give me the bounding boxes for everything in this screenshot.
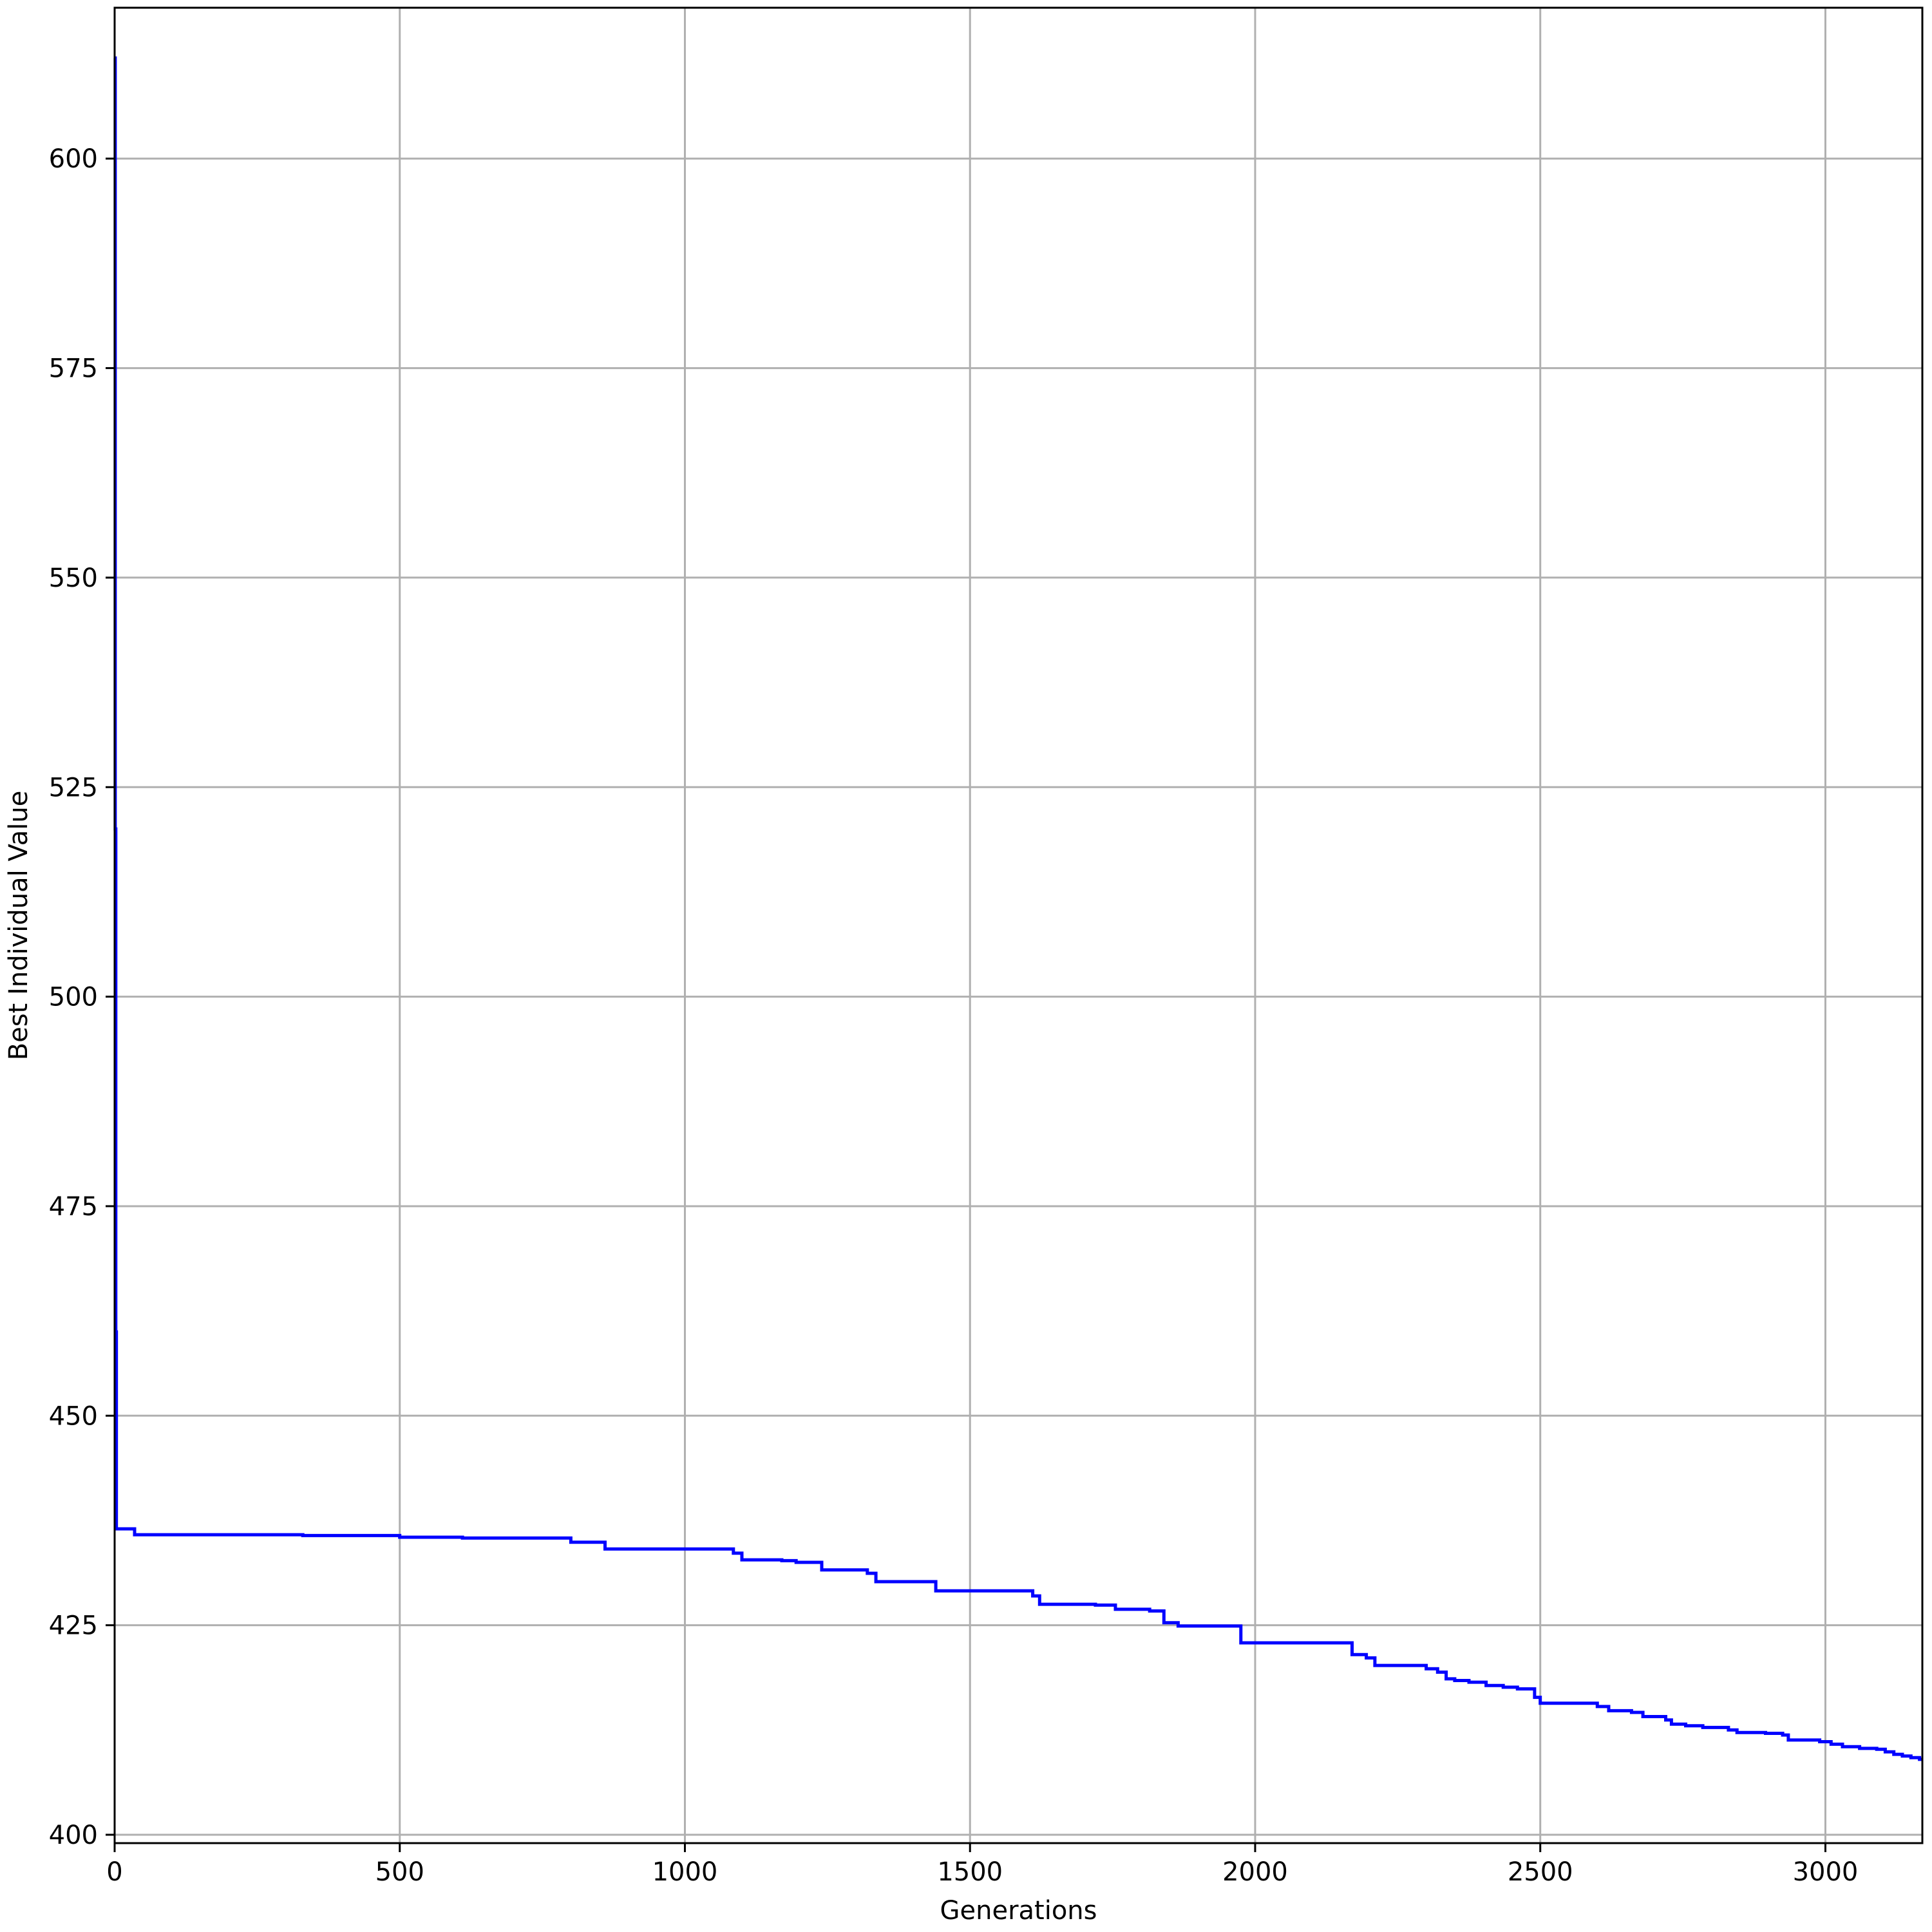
y-tick-label: 575 — [49, 354, 98, 384]
axis-ticks: 0 500 1000 1500 2000 2500 3000 400 425 450 475 500 5… — [49, 144, 1859, 1887]
x-tick-label: 1000 — [652, 1857, 718, 1887]
y-axis-title: Best Individual Value — [4, 791, 33, 1061]
x-tick-label: 0 — [106, 1857, 122, 1887]
y-tick-label: 600 — [49, 144, 98, 174]
x-tick-label: 2500 — [1508, 1857, 1573, 1887]
y-tick-label: 475 — [49, 1192, 98, 1222]
series-line-0 — [113, 56, 1922, 1761]
x-axis-title: Generations — [940, 1896, 1097, 1926]
series-layer — [113, 56, 1922, 1761]
y-tick-label: 425 — [49, 1611, 98, 1641]
y-tick-label: 500 — [49, 983, 98, 1012]
plot-area-frame — [113, 6, 1924, 1844]
x-tick-label: 1500 — [937, 1857, 1003, 1887]
y-tick-label: 550 — [49, 564, 98, 593]
x-tick-label: 500 — [375, 1857, 424, 1887]
y-tick-label: 450 — [49, 1401, 98, 1431]
y-tick-label: 400 — [49, 1821, 98, 1850]
x-tick-label: 3000 — [1793, 1857, 1859, 1887]
grid-lines — [113, 8, 1922, 1843]
y-tick-label: 525 — [49, 773, 98, 802]
x-tick-label: 2000 — [1222, 1857, 1288, 1887]
